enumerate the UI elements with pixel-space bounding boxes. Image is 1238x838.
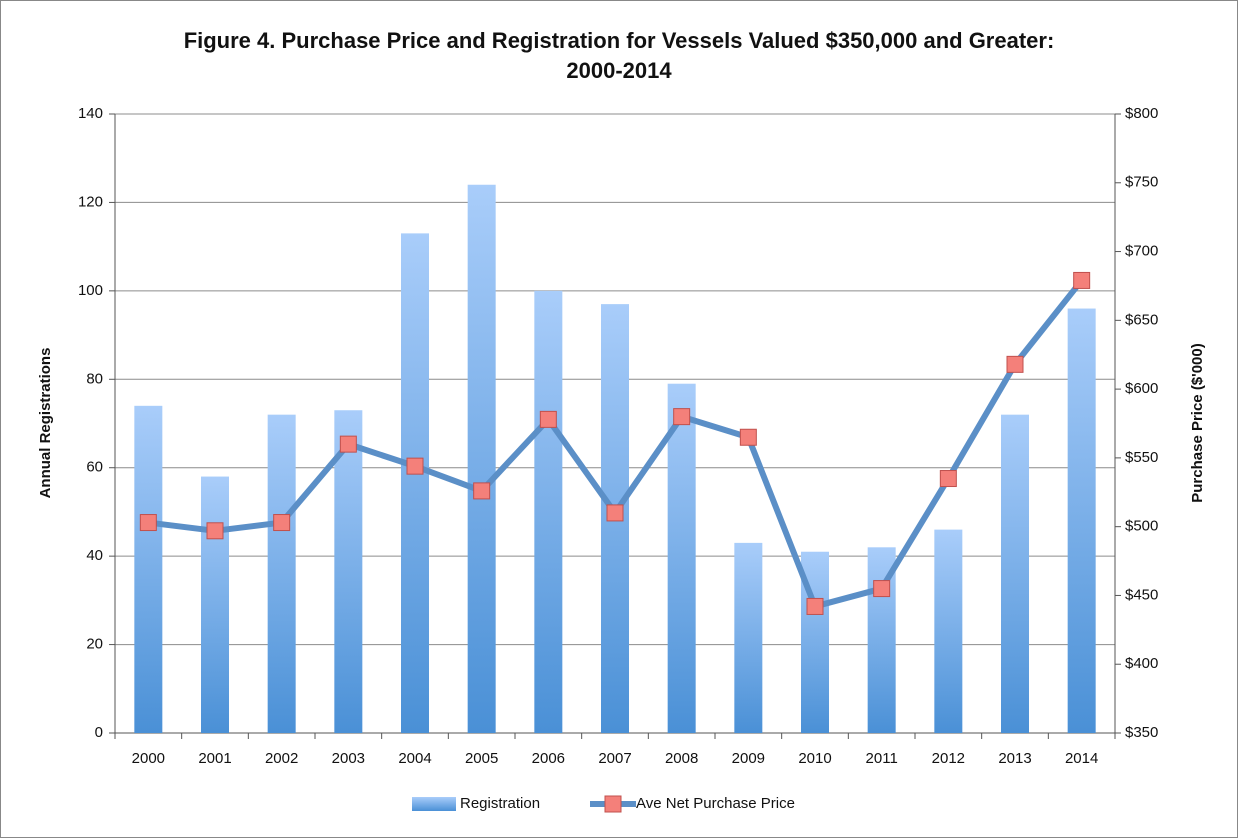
y2-axis-title: Purchase Price ($'000) (1189, 343, 1206, 503)
legend-label: Registration (460, 795, 540, 812)
y-tick-label: 20 (86, 636, 103, 653)
marker (806, 597, 824, 615)
legend-swatch-marker (604, 795, 622, 813)
marker (206, 522, 224, 540)
marker (739, 428, 757, 446)
bar (134, 405, 163, 733)
x-tick-label: 2008 (665, 750, 698, 767)
bar (467, 184, 496, 733)
x-tick-label: 2014 (1065, 750, 1098, 767)
bar (1001, 414, 1029, 733)
y2-tick-label: $750 (1125, 174, 1158, 191)
y-tick-label: 0 (95, 724, 103, 741)
marker (1006, 355, 1024, 373)
bar (401, 233, 429, 733)
marker (939, 470, 957, 488)
y-tick-label: 40 (86, 547, 103, 564)
marker (873, 580, 891, 598)
y2-tick-label: $600 (1125, 380, 1158, 397)
y2-tick-label: $450 (1125, 586, 1158, 603)
bar (1067, 308, 1096, 733)
y2-tick-label: $650 (1125, 311, 1158, 328)
x-tick-label: 2001 (198, 750, 231, 767)
bar (934, 529, 963, 733)
bar (734, 542, 763, 733)
y-tick-label: 140 (78, 105, 103, 122)
legend-label: Ave Net Purchase Price (636, 795, 795, 812)
y-tick-label: 100 (78, 282, 103, 299)
marker (539, 410, 557, 428)
x-tick-label: 2002 (265, 750, 298, 767)
x-tick-label: 2005 (465, 750, 498, 767)
y-axis-title: Annual Registrations (37, 348, 54, 499)
marker (473, 482, 491, 500)
marker (673, 408, 691, 426)
legend-swatch (412, 797, 456, 811)
bar (667, 383, 696, 733)
y2-tick-label: $800 (1125, 105, 1158, 122)
x-tick-label: 2012 (932, 750, 965, 767)
x-tick-label: 2007 (598, 750, 631, 767)
bar (334, 410, 363, 733)
x-tick-label: 2010 (798, 750, 831, 767)
bar (267, 414, 296, 733)
y2-tick-label: $400 (1125, 655, 1158, 672)
y2-tick-label: $550 (1125, 449, 1158, 466)
x-tick-label: 2011 (866, 750, 898, 767)
chart-title: Figure 4. Purchase Price and Registratio… (183, 28, 1055, 83)
marker (606, 504, 624, 522)
y-tick-label: 120 (78, 193, 103, 210)
x-tick-label: 2009 (732, 750, 765, 767)
y2-tick-label: $350 (1125, 724, 1158, 741)
marker (406, 457, 424, 475)
y-tick-label: 80 (86, 370, 103, 387)
x-tick-label: 2013 (998, 750, 1031, 767)
y-tick-label: 60 (86, 459, 103, 476)
x-tick-label: 2004 (398, 750, 431, 767)
marker (273, 514, 291, 532)
marker (339, 435, 357, 453)
marker (1073, 271, 1091, 289)
bar (534, 290, 563, 733)
bar (201, 476, 229, 733)
y2-tick-label: $700 (1125, 243, 1158, 260)
marker (139, 514, 157, 532)
x-tick-label: 2003 (332, 750, 365, 767)
x-tick-label: 2006 (532, 750, 565, 767)
x-tick-label: 2000 (132, 750, 165, 767)
y2-tick-label: $500 (1125, 518, 1158, 535)
